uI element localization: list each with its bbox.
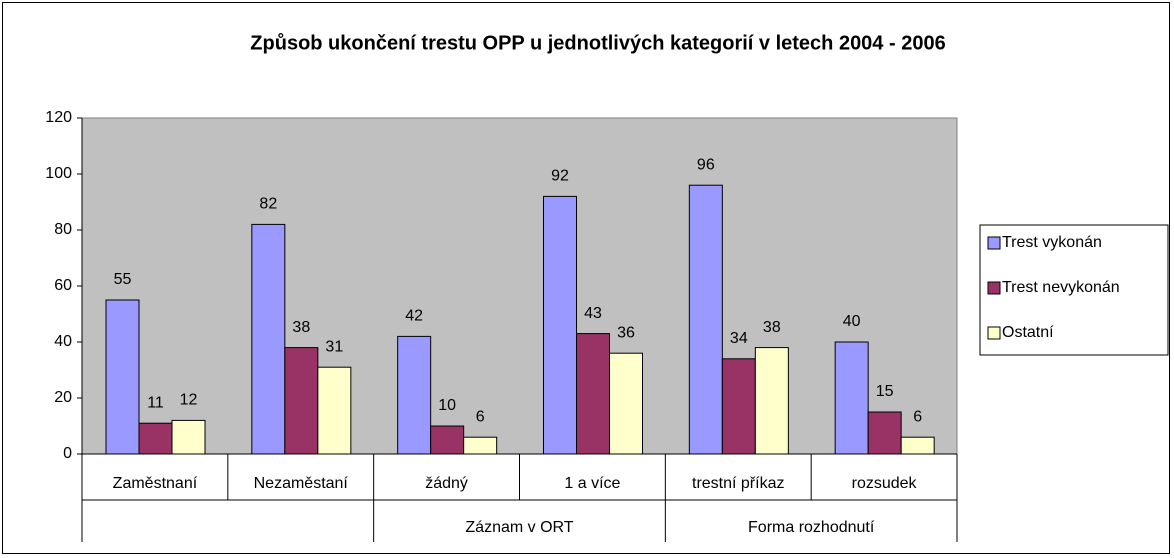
value-label: 38 (763, 319, 781, 336)
bar (721, 358, 756, 455)
legend-swatch (987, 326, 1001, 340)
value-label: 6 (476, 408, 485, 425)
bar (609, 352, 643, 455)
value-label: 31 (325, 338, 343, 355)
bar (251, 223, 286, 455)
legend-label: Trest nevykonán (1002, 279, 1120, 296)
y-tick-label: 120 (45, 109, 72, 126)
value-label: 96 (697, 156, 715, 173)
y-tick-label: 0 (63, 445, 72, 462)
value-label: 92 (551, 168, 569, 185)
x-tick-label: Zaměstnaní (113, 475, 198, 492)
y-tick-label: 100 (45, 165, 72, 182)
bar (543, 195, 577, 455)
bar (397, 335, 432, 455)
group-label: Forma rozhodnutí (748, 519, 875, 536)
legend-swatch (987, 281, 1001, 295)
legend-box (979, 224, 1169, 356)
group-label: Záznam v ORT (465, 519, 573, 536)
x-tick-label: trestní příkaz (692, 475, 784, 492)
value-label: 15 (876, 383, 894, 400)
value-label: 36 (617, 324, 635, 341)
y-tick-label: 80 (54, 221, 72, 238)
value-label: 6 (913, 408, 922, 425)
bar (688, 184, 723, 455)
bar (754, 347, 789, 455)
x-tick-label: žádný (425, 475, 468, 492)
value-label: 40 (843, 313, 861, 330)
value-label: 10 (438, 397, 456, 414)
value-label: 42 (405, 308, 423, 325)
bar (430, 425, 465, 455)
x-tick-label: 1 a více (564, 475, 620, 492)
y-tick-label: 40 (54, 333, 72, 350)
bar (463, 436, 498, 455)
bar (867, 411, 902, 455)
legend-swatch (987, 236, 1001, 250)
x-tick-label: rozsudek (852, 475, 918, 492)
x-tick-label: Nezaměstaní (254, 475, 349, 492)
bar (284, 347, 319, 455)
value-label: 43 (584, 305, 602, 322)
value-label: 82 (259, 196, 277, 213)
bar (576, 333, 610, 455)
bar (900, 436, 935, 455)
y-tick-label: 60 (54, 277, 72, 294)
bar (834, 341, 869, 455)
y-tick-label: 20 (54, 389, 72, 406)
value-label: 38 (292, 319, 310, 336)
bar (138, 422, 173, 455)
plot-area (81, 117, 958, 455)
value-label: 11 (147, 394, 164, 411)
bar (171, 419, 206, 455)
value-label: 55 (114, 271, 132, 288)
bar (317, 366, 352, 455)
value-label: 34 (730, 330, 748, 347)
legend-label: Ostatní (1002, 324, 1054, 341)
value-label: 12 (180, 392, 198, 409)
bar (105, 299, 140, 455)
chart-title: Způsob ukončení trestu OPP u jednotlivýc… (250, 32, 945, 54)
legend-label: Trest vykonán (1002, 234, 1102, 251)
